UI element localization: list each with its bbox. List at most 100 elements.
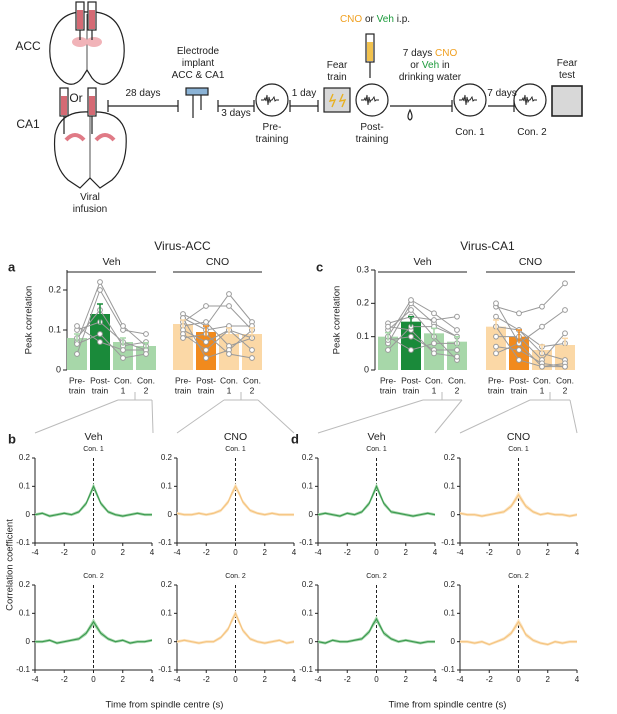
individual-point <box>562 363 568 370</box>
plot-title: Con. 1 <box>508 446 529 453</box>
label-pre: Pre-training <box>256 122 289 146</box>
x-tick-label: 2 <box>546 548 551 557</box>
x-tick-label: 2 <box>263 675 268 684</box>
individual-point <box>97 279 103 285</box>
x-tick-label: 2 <box>563 385 568 395</box>
text: 7 days <box>402 48 433 59</box>
x-tick-label: 2 <box>455 385 460 395</box>
individual-point <box>408 307 414 313</box>
text: or <box>410 60 420 71</box>
y-tick-label: 0.1 <box>161 481 173 490</box>
x-tick-label: 4 <box>150 675 155 684</box>
x-tick-label: 1 <box>432 385 437 395</box>
individual-point <box>249 355 255 361</box>
text: Fear <box>326 60 348 71</box>
x-tick-label: 2 <box>250 385 255 395</box>
x-tick-label: train <box>92 385 109 395</box>
column-label: CNO <box>507 431 530 443</box>
y-tick-label: 0.1 <box>161 608 173 617</box>
individual-line <box>182 293 253 327</box>
line <box>176 485 294 516</box>
y-tick-label: 0.2 <box>48 284 61 294</box>
x-tick-label: Pre- <box>488 375 504 385</box>
text: drinking water <box>398 72 462 83</box>
x-tick-label: Post- <box>401 375 421 385</box>
individual-point <box>516 357 522 363</box>
bar <box>401 321 421 370</box>
panel-letter: c <box>316 259 323 274</box>
group-label: Veh <box>413 256 431 268</box>
y-axis-label: Peak correlation <box>332 286 343 355</box>
x-tick-label: 0 <box>374 548 379 557</box>
y-tick-label: 0.1 <box>444 608 456 617</box>
y-tick-label: 0.2 <box>161 453 173 462</box>
line <box>459 493 578 517</box>
individual-line <box>387 326 458 351</box>
bar <box>136 346 156 370</box>
individual-point <box>120 347 126 353</box>
y-tick-label: 0 <box>364 364 369 374</box>
panel-letter: d <box>291 431 299 446</box>
chart-title: Virus-ACC <box>154 239 211 253</box>
individual-line <box>182 317 253 359</box>
individual-point <box>385 347 391 353</box>
line <box>460 620 577 646</box>
error-band <box>177 482 294 517</box>
individual-line <box>496 333 566 361</box>
y-tick-label: 0.1 <box>356 331 369 341</box>
individual-point <box>539 363 545 370</box>
individual-point <box>431 350 437 357</box>
label-water: 7 days CNO or Veh in drinking water <box>399 48 461 84</box>
x-tick-label: 0 <box>233 675 238 684</box>
x-tick-label: 2 <box>121 675 126 684</box>
individual-line <box>76 288 147 355</box>
x-tick-label: 4 <box>575 548 580 557</box>
individual-point <box>203 355 209 361</box>
label-ca1: CA1 <box>16 117 40 131</box>
x-tick-label: -2 <box>486 675 494 684</box>
x-tick-label: train <box>69 385 86 395</box>
individual-line <box>387 299 458 337</box>
y-tick-label: -0.1 <box>441 538 455 547</box>
plot-title: Con. 2 <box>83 573 104 580</box>
x-tick-label: 4 <box>292 675 297 684</box>
line <box>35 620 153 644</box>
individual-point <box>562 280 568 287</box>
individual-point <box>226 351 232 357</box>
x-tick-label: 1 <box>121 385 126 395</box>
individual-point <box>431 310 437 317</box>
x-tick-label: 0 <box>91 548 96 557</box>
label-or: Or <box>69 91 83 105</box>
individual-line <box>495 326 565 368</box>
individual-line <box>387 326 458 358</box>
x-tick-label: Con. <box>243 375 261 385</box>
individual-line <box>495 282 566 314</box>
individual-point <box>143 351 149 357</box>
x-tick-label: 2 <box>404 675 409 684</box>
x-tick-label: train <box>380 385 397 395</box>
line <box>317 484 436 517</box>
individual-point <box>454 353 460 360</box>
individual-line <box>182 329 253 351</box>
text: test <box>558 70 576 81</box>
y-tick-label: 0.1 <box>19 608 31 617</box>
individual-point <box>431 317 437 323</box>
x-tick-label: 4 <box>575 675 580 684</box>
individual-line <box>182 321 253 347</box>
y-tick-label: -0.1 <box>299 538 313 547</box>
individual-point <box>180 335 186 341</box>
x-tick-label: train <box>511 385 528 395</box>
individual-line <box>495 326 566 361</box>
x-tick-label: 2 <box>546 675 551 684</box>
text: ACC & CA1 <box>171 70 225 81</box>
eeg-trace <box>261 94 279 106</box>
individual-point <box>408 333 414 340</box>
x-tick-label: -4 <box>173 675 181 684</box>
individual-point <box>203 319 209 325</box>
y-tick-label: 0.2 <box>19 453 31 462</box>
y-tick-label: 0.2 <box>356 298 369 308</box>
individual-point <box>97 339 103 345</box>
individual-point <box>120 323 126 329</box>
plot-title: Con. 1 <box>366 446 387 453</box>
individual-point <box>562 330 568 337</box>
